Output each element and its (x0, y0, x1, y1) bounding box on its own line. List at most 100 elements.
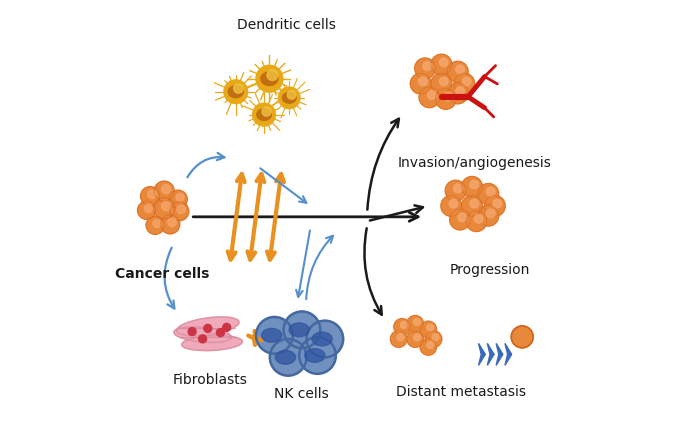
Circle shape (456, 65, 464, 74)
Circle shape (413, 334, 421, 341)
Circle shape (470, 180, 479, 189)
Polygon shape (488, 343, 494, 365)
Circle shape (394, 318, 411, 335)
Circle shape (420, 339, 436, 355)
Circle shape (484, 195, 505, 216)
Polygon shape (479, 343, 486, 365)
Circle shape (419, 77, 428, 86)
Circle shape (486, 187, 495, 196)
Circle shape (161, 215, 180, 234)
Circle shape (234, 84, 243, 93)
Text: NK cells: NK cells (274, 387, 329, 401)
Circle shape (153, 219, 161, 228)
Circle shape (493, 199, 501, 208)
Ellipse shape (289, 323, 309, 337)
Circle shape (284, 311, 321, 348)
Circle shape (512, 326, 533, 348)
Circle shape (456, 87, 464, 95)
Circle shape (252, 103, 276, 126)
Circle shape (449, 209, 471, 230)
Circle shape (407, 331, 424, 347)
Circle shape (447, 61, 468, 82)
Circle shape (278, 87, 300, 109)
Text: Invasion/angiogenesis: Invasion/angiogenesis (397, 155, 551, 170)
Circle shape (439, 77, 448, 86)
Circle shape (474, 215, 483, 223)
Circle shape (447, 83, 468, 104)
Circle shape (256, 317, 293, 353)
Circle shape (145, 205, 153, 212)
Ellipse shape (262, 328, 282, 342)
Circle shape (478, 184, 499, 204)
Circle shape (267, 70, 278, 81)
Circle shape (454, 184, 462, 193)
Circle shape (153, 198, 175, 219)
Circle shape (419, 87, 440, 108)
Circle shape (299, 337, 336, 374)
Circle shape (138, 201, 155, 219)
Circle shape (154, 181, 174, 201)
Circle shape (224, 80, 248, 103)
Ellipse shape (276, 350, 295, 364)
Circle shape (426, 331, 442, 347)
Circle shape (466, 211, 487, 232)
Circle shape (204, 325, 212, 332)
Circle shape (462, 177, 482, 197)
Circle shape (306, 321, 343, 357)
Circle shape (407, 315, 424, 332)
Circle shape (176, 193, 184, 201)
Circle shape (148, 190, 156, 198)
Circle shape (270, 339, 306, 376)
Circle shape (170, 202, 189, 221)
Circle shape (198, 335, 207, 343)
Circle shape (400, 321, 407, 328)
Circle shape (449, 199, 458, 208)
Circle shape (162, 185, 170, 194)
Circle shape (432, 334, 439, 341)
Circle shape (397, 334, 404, 341)
Ellipse shape (177, 317, 239, 336)
Circle shape (262, 107, 271, 116)
Ellipse shape (261, 72, 278, 85)
Circle shape (256, 65, 283, 92)
Circle shape (431, 54, 451, 75)
Text: Dendritic cells: Dendritic cells (237, 18, 336, 32)
Circle shape (216, 328, 224, 336)
Circle shape (188, 328, 196, 336)
Circle shape (435, 88, 456, 110)
Circle shape (427, 342, 434, 349)
Circle shape (462, 77, 471, 86)
Text: Cancer cells: Cancer cells (115, 267, 209, 281)
Circle shape (177, 205, 186, 214)
Circle shape (444, 92, 452, 101)
Circle shape (462, 195, 482, 216)
Circle shape (427, 324, 434, 331)
Circle shape (478, 205, 499, 226)
Circle shape (441, 195, 462, 216)
Circle shape (223, 323, 231, 332)
Circle shape (458, 213, 466, 222)
Circle shape (415, 58, 435, 79)
Text: Fibroblasts: Fibroblasts (173, 373, 248, 387)
Circle shape (470, 199, 479, 208)
Circle shape (390, 331, 407, 347)
Circle shape (439, 58, 448, 67)
Polygon shape (496, 343, 503, 365)
Circle shape (411, 73, 431, 94)
Ellipse shape (282, 92, 296, 103)
Circle shape (162, 201, 171, 211)
Ellipse shape (305, 349, 325, 362)
Ellipse shape (257, 109, 271, 120)
Circle shape (486, 209, 495, 218)
Circle shape (431, 73, 451, 94)
Ellipse shape (312, 332, 332, 346)
Circle shape (287, 91, 296, 99)
Text: Distant metastasis: Distant metastasis (396, 385, 526, 399)
Circle shape (413, 318, 421, 325)
Circle shape (423, 62, 432, 71)
Ellipse shape (228, 86, 243, 98)
Circle shape (428, 91, 436, 99)
Circle shape (454, 73, 475, 94)
Polygon shape (505, 343, 512, 365)
Circle shape (168, 218, 177, 227)
